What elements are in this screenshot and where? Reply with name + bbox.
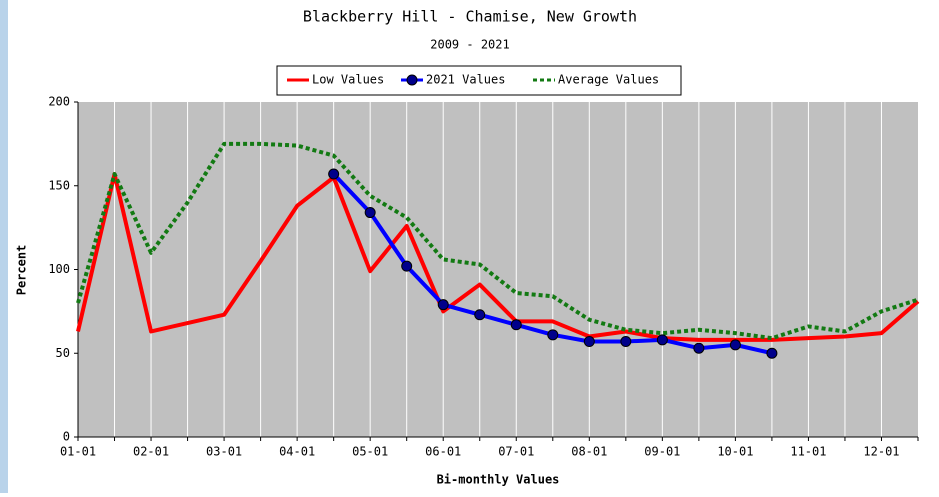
point-marker	[694, 343, 704, 353]
point-marker	[584, 337, 594, 347]
plot-area	[78, 102, 918, 437]
y-tick-label: 200	[48, 95, 70, 109]
point-marker	[657, 335, 667, 345]
x-tick-label: 05-01	[352, 445, 388, 459]
y-tick-label: 100	[48, 262, 70, 276]
x-tick-label: 04-01	[279, 445, 315, 459]
x-tick-label: 02-01	[133, 445, 169, 459]
point-marker	[621, 337, 631, 347]
point-marker	[438, 300, 448, 310]
x-axis-label: Bi-monthly Values	[437, 473, 560, 487]
legend: Low Values 2021 Values Average Values	[287, 73, 659, 87]
point-marker	[767, 348, 777, 358]
y-tick-label: 50	[56, 346, 70, 360]
y-tick-label: 150	[48, 178, 70, 192]
x-tick-label: 07-01	[498, 445, 534, 459]
x-tick-label: 10-01	[717, 445, 753, 459]
x-tick-label: 03-01	[206, 445, 242, 459]
y-tick-label: 0	[63, 430, 70, 444]
x-tick-label: 11-01	[790, 445, 826, 459]
point-marker	[365, 208, 375, 218]
legend-label: Average Values	[558, 73, 659, 87]
point-marker	[548, 330, 558, 340]
point-marker	[730, 340, 740, 350]
legend-label: 2021 Values	[426, 73, 505, 87]
x-tick-label: 01-01	[60, 445, 96, 459]
chart: Blackberry Hill - Chamise, New Growth 20…	[0, 0, 939, 493]
chart-title: Blackberry Hill - Chamise, New Growth	[303, 8, 637, 26]
legend-marker	[407, 75, 417, 85]
x-tick-label: 06-01	[425, 445, 461, 459]
point-marker	[402, 261, 412, 271]
x-tick-label: 09-01	[644, 445, 680, 459]
point-marker	[475, 310, 485, 320]
point-marker	[329, 169, 339, 179]
x-tick-label: 08-01	[571, 445, 607, 459]
chart-subtitle: 2009 - 2021	[430, 38, 509, 52]
point-marker	[511, 320, 521, 330]
y-axis-label: Percent	[15, 245, 29, 296]
legend-label: Low Values	[312, 73, 384, 87]
x-tick-label: 12-01	[863, 445, 899, 459]
